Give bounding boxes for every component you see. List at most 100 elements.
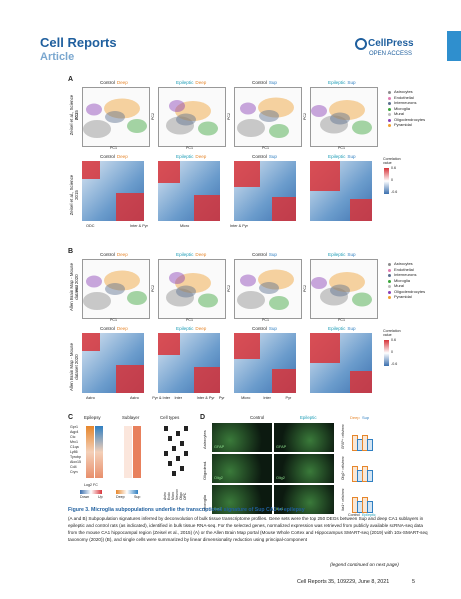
color-scale (384, 340, 389, 366)
column-title: Epileptic Deep (176, 326, 206, 331)
heatmap-label: Micro (180, 224, 190, 228)
column-title: Epileptic Sup (328, 252, 356, 257)
cell-cluster (169, 100, 185, 112)
color-scale (384, 168, 389, 194)
condition: Epileptic (328, 154, 346, 159)
sublayer-column (133, 426, 141, 478)
legend-label: Interneurons (394, 272, 417, 277)
column-title: Control Sup (252, 80, 277, 85)
column-title: Epileptic Sup (328, 80, 356, 85)
condition: Epileptic (328, 252, 346, 257)
quant-y-label: GFAP+ cells/mm² (341, 424, 345, 449)
axis-label: PC2 (75, 113, 79, 120)
legend-label: Endothelial (394, 94, 414, 100)
panel-label: A (68, 76, 74, 83)
correlated-block (310, 333, 340, 363)
legend-label: Oligodendrocytes (394, 288, 426, 294)
correlation-heatmap (234, 161, 296, 221)
legend-swatch (388, 102, 391, 105)
cell-cluster (104, 98, 140, 119)
article-type: Article (40, 51, 75, 63)
cell-cluster (320, 115, 348, 134)
cell-cluster (175, 101, 211, 121)
condition: Control (100, 252, 115, 257)
scale-tick: 0 (391, 178, 393, 182)
membership-cell (164, 426, 168, 431)
correlation-heatmap (310, 161, 372, 221)
axis-label: PC1 (262, 318, 269, 322)
condition: Sup (268, 154, 277, 159)
membership-cell (172, 471, 176, 476)
cell-cluster (127, 119, 147, 133)
column-title: Epileptic Sup (328, 326, 356, 331)
correlated-block (350, 199, 372, 221)
condition: Control (100, 154, 115, 159)
cell-cluster (83, 120, 111, 138)
heatmap-label: ODC (86, 224, 95, 228)
cell-cluster (86, 275, 102, 288)
heatmap-label: Pyr (218, 396, 225, 400)
legend-label: Microglia (394, 105, 411, 111)
axis-label: PC1 (186, 318, 193, 322)
cell-cluster (175, 273, 211, 293)
correlated-block (82, 161, 100, 179)
quant-y-label: Olig2+ cells/mm² (341, 456, 345, 480)
footer-citation: Cell Reports 35, 109229, June 8, 2021 (297, 579, 390, 585)
sublayer-column (124, 426, 132, 478)
membership-cell (172, 446, 176, 451)
gene-label: C1qa (70, 445, 79, 449)
condition: Epileptic (176, 326, 194, 331)
condition: Control (100, 326, 115, 331)
condition: Epileptic (328, 326, 346, 331)
legend-swatch (388, 296, 391, 299)
condition: Sup (347, 326, 356, 331)
legend-swatch (388, 263, 391, 266)
quant-bar (367, 439, 373, 451)
column-title: Epileptic (300, 415, 317, 420)
cell-cluster (104, 270, 140, 291)
correlated-block (194, 367, 220, 393)
cell-cluster (169, 272, 185, 284)
legend-label: Astrocytes (394, 89, 413, 94)
column-title: Control Deep (100, 326, 128, 331)
membership-cell (180, 466, 184, 471)
scale-tick: 0 (391, 350, 393, 354)
legend-swatch (388, 107, 391, 111)
legend-label: Pyramidal (394, 294, 412, 299)
stain-label: GFAP (276, 445, 287, 449)
axis-label: PC1 (338, 146, 345, 150)
cell-cluster (329, 100, 365, 120)
axis-label: PC2 (303, 113, 307, 120)
scatter-plot (158, 259, 226, 319)
condition: Sup (347, 252, 356, 257)
heatmap-label: Inter (174, 396, 183, 400)
scatter-clusters (237, 97, 294, 138)
scale-title: Correlation value (383, 329, 401, 337)
column-title: Control Deep (100, 252, 128, 257)
publisher-logo (355, 38, 367, 50)
legend-label: Pyramidal (394, 122, 412, 127)
caption-body: (A and B) Subpopulation signatures infer… (68, 516, 428, 543)
quant-y-label: Iba1+ cells/mm² (341, 488, 345, 511)
layer-scale (116, 490, 138, 494)
cell-cluster (311, 105, 327, 117)
correlation-heatmap (82, 333, 144, 393)
scatter-clusters (166, 272, 218, 308)
cell-cluster (166, 288, 194, 307)
condition: Control (100, 80, 115, 85)
heatmap-label: Pyr & Inter (152, 396, 171, 400)
condition: Epileptic (176, 80, 194, 85)
legend-swatch (388, 290, 391, 294)
caption-title: Figure 3. Microglia subpopulations under… (68, 507, 305, 513)
cell-cluster (198, 293, 218, 308)
scatter-clusters (166, 100, 218, 136)
correlated-block (116, 193, 144, 221)
axis-label: PC1 (110, 318, 117, 322)
membership-cell (164, 451, 168, 456)
micrograph: Iba1 (274, 485, 334, 514)
axis-label: Control (348, 513, 360, 517)
condition: Sup (268, 326, 277, 331)
scatter-plot (234, 87, 302, 147)
condition: Deep (116, 252, 128, 257)
